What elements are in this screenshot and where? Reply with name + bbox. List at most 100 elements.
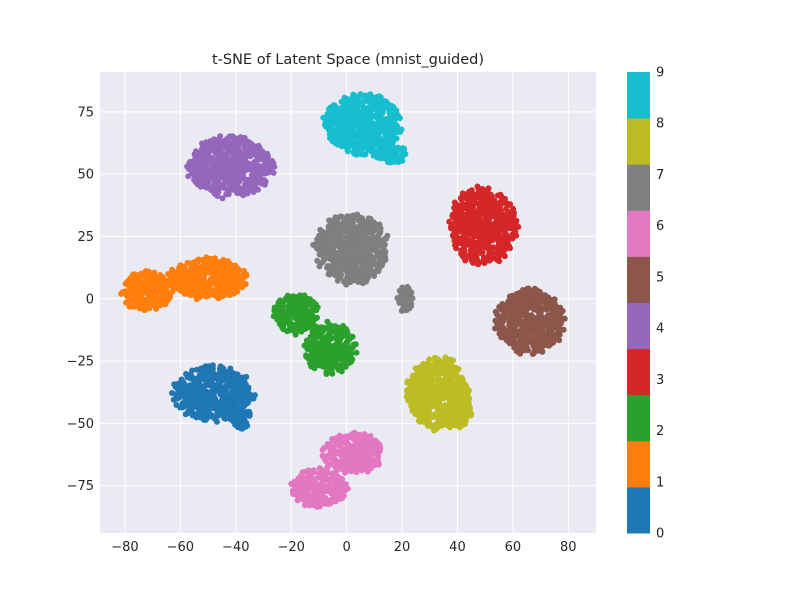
point bbox=[346, 359, 353, 366]
point bbox=[184, 163, 191, 170]
point bbox=[236, 382, 243, 389]
point bbox=[314, 503, 321, 510]
point bbox=[524, 300, 531, 307]
point bbox=[206, 255, 213, 262]
point bbox=[225, 400, 232, 407]
point bbox=[431, 354, 438, 361]
point bbox=[548, 299, 555, 306]
point bbox=[258, 165, 265, 172]
point bbox=[489, 211, 496, 218]
point bbox=[418, 386, 425, 393]
point bbox=[238, 423, 245, 430]
point bbox=[384, 232, 391, 239]
point bbox=[415, 400, 422, 407]
point bbox=[227, 404, 234, 411]
point bbox=[319, 480, 326, 487]
point bbox=[356, 273, 363, 280]
point bbox=[529, 351, 536, 357]
point bbox=[329, 473, 336, 480]
point bbox=[235, 396, 242, 403]
point bbox=[464, 240, 471, 247]
point bbox=[294, 497, 301, 504]
point bbox=[517, 350, 524, 357]
point bbox=[451, 199, 458, 206]
point bbox=[453, 364, 459, 371]
point bbox=[271, 307, 278, 314]
point bbox=[248, 171, 255, 178]
point bbox=[467, 221, 474, 228]
point bbox=[227, 416, 234, 423]
point bbox=[489, 235, 496, 242]
point bbox=[325, 363, 332, 370]
point bbox=[222, 137, 229, 143]
point bbox=[205, 377, 212, 384]
point bbox=[488, 222, 494, 228]
point bbox=[467, 229, 474, 236]
point bbox=[190, 269, 197, 276]
point bbox=[225, 370, 232, 376]
series-7 bbox=[310, 211, 416, 314]
point bbox=[471, 233, 478, 240]
point bbox=[452, 211, 459, 217]
point bbox=[128, 277, 135, 284]
point bbox=[354, 253, 361, 260]
point bbox=[369, 253, 375, 260]
point bbox=[353, 267, 360, 274]
point bbox=[349, 431, 356, 438]
point bbox=[183, 384, 190, 391]
point bbox=[240, 189, 247, 196]
point bbox=[210, 155, 216, 162]
point bbox=[458, 386, 465, 393]
point bbox=[361, 459, 368, 466]
point bbox=[253, 163, 260, 170]
point bbox=[294, 485, 301, 491]
point bbox=[430, 390, 436, 397]
point bbox=[537, 312, 544, 319]
point bbox=[334, 353, 341, 360]
point bbox=[479, 186, 486, 192]
point bbox=[203, 416, 210, 423]
point bbox=[439, 395, 446, 402]
point bbox=[213, 260, 220, 267]
point bbox=[346, 251, 353, 258]
point bbox=[373, 246, 380, 253]
point bbox=[305, 500, 312, 507]
series-6 bbox=[288, 429, 384, 510]
point bbox=[123, 299, 130, 306]
point bbox=[206, 168, 213, 175]
point bbox=[355, 247, 362, 254]
point bbox=[312, 301, 319, 308]
point bbox=[344, 332, 351, 339]
point bbox=[307, 333, 314, 340]
point bbox=[509, 235, 516, 242]
point bbox=[337, 441, 344, 448]
point bbox=[445, 376, 452, 383]
point bbox=[213, 418, 220, 425]
point bbox=[185, 283, 192, 290]
point bbox=[506, 326, 513, 333]
point bbox=[221, 384, 228, 391]
point bbox=[205, 142, 212, 149]
point bbox=[328, 490, 335, 497]
point bbox=[280, 326, 287, 333]
point bbox=[308, 316, 315, 323]
point bbox=[175, 391, 182, 398]
point bbox=[228, 173, 235, 180]
point bbox=[417, 418, 423, 425]
point bbox=[498, 332, 505, 339]
point bbox=[434, 376, 440, 383]
point bbox=[361, 431, 368, 438]
point bbox=[315, 332, 322, 339]
point bbox=[234, 284, 241, 291]
point bbox=[339, 251, 346, 257]
point bbox=[241, 267, 247, 274]
point bbox=[354, 457, 361, 464]
point bbox=[325, 483, 332, 489]
point bbox=[335, 435, 342, 442]
point bbox=[410, 390, 416, 396]
point bbox=[538, 345, 545, 352]
point bbox=[225, 258, 231, 265]
point bbox=[186, 409, 193, 415]
point bbox=[229, 155, 236, 162]
point bbox=[338, 213, 345, 220]
